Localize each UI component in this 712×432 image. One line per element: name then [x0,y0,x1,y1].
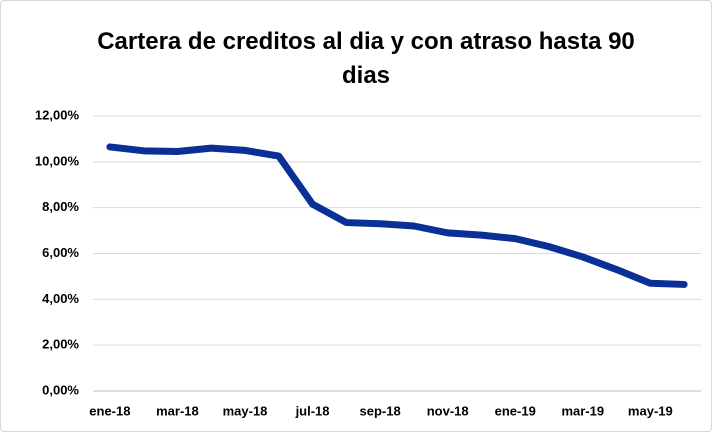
x-tick-label: mar-18 [156,403,199,418]
y-tick-label: 12,00% [35,107,80,122]
x-tick-label: ene-18 [89,403,130,418]
y-tick-label: 4,00% [42,291,79,306]
x-tick-label: nov-18 [427,403,469,418]
y-tick-label: 8,00% [42,199,79,214]
x-tick-label: may-19 [628,403,673,418]
x-tick-label: sep-18 [360,403,401,418]
chart-title: Cartera de creditos al dia y con atraso … [97,28,635,89]
y-tick-label: 2,00% [42,337,79,352]
x-tick-label: mar-19 [561,403,604,418]
y-tick-label: 0,00% [42,382,79,397]
data-line [106,143,688,288]
y-tick-label: 6,00% [42,245,79,260]
x-tick-label: ene-19 [495,403,536,418]
x-tick-label: may-18 [223,403,268,418]
x-tick-label: jul-18 [295,403,330,418]
y-tick-label: 10,00% [35,153,80,168]
